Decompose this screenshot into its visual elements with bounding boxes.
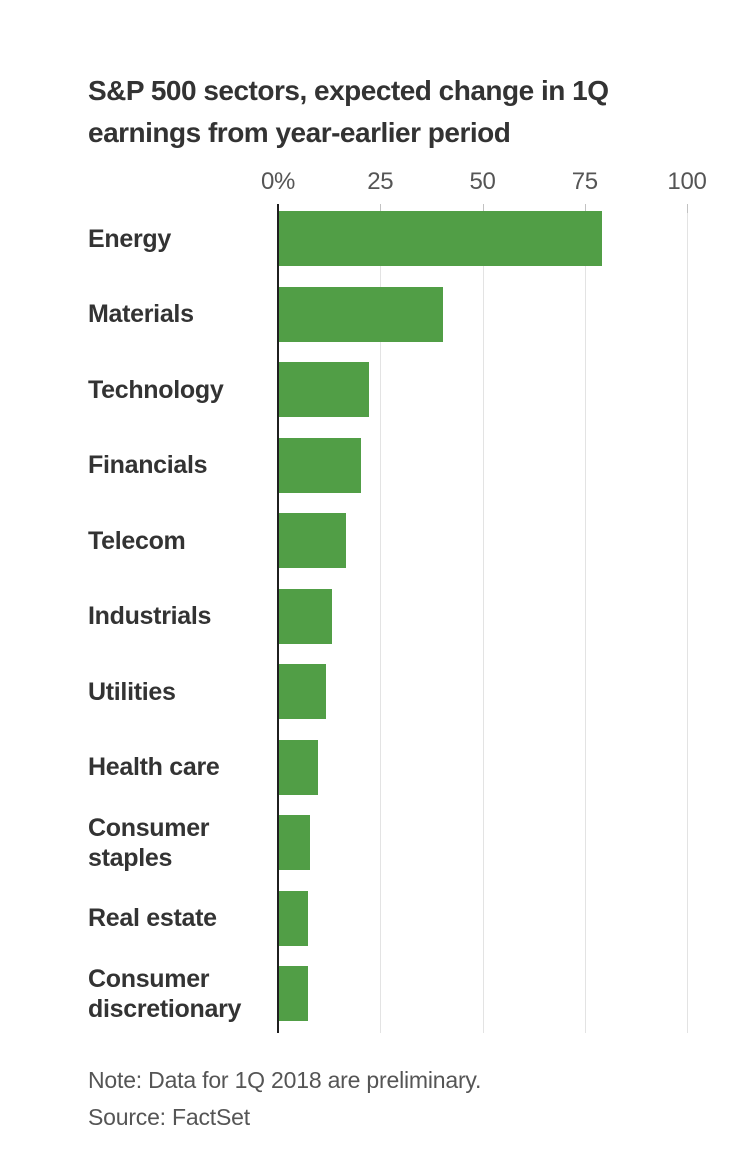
category-label: Industrials: [88, 602, 212, 630]
axis-tick: [584, 204, 586, 213]
chart-source: Source: FactSet: [88, 1104, 250, 1130]
axis-tick: [380, 204, 382, 213]
category-label: Utilities: [88, 677, 176, 706]
bar: [279, 815, 310, 870]
chart-note: Note: Data for 1Q 2018 are preliminary.: [88, 1067, 482, 1093]
category-label: Real estate: [88, 904, 217, 932]
x-tick-label: 50: [469, 168, 496, 195]
gridline: [380, 204, 382, 1033]
bar: [279, 664, 327, 719]
x-tick-label: 75: [571, 168, 598, 195]
bar: [279, 739, 318, 795]
category-label: Consumer discretionary: [88, 964, 242, 1023]
plot-area: [277, 204, 708, 1033]
category-labels: Energy Materials Technology Financials Telec…: [88, 204, 278, 1033]
bar: [279, 286, 443, 342]
gridline: [584, 204, 586, 1033]
chart-title: S&P 500 sectors, expected change in 1Q e…: [88, 75, 609, 148]
bar: [279, 513, 347, 568]
x-axis: 0% 25 50 75 100: [0, 168, 734, 198]
bar: [279, 890, 308, 946]
gridline: [687, 204, 688, 1033]
footer: Note: Data for 1Q 2018 are preliminary. …: [88, 1062, 688, 1136]
category-label: Health care: [88, 753, 220, 781]
gridline: [482, 204, 484, 1033]
axis-tick: [482, 204, 484, 213]
bar: [279, 362, 369, 417]
category-label: Energy: [88, 224, 171, 253]
bar: [279, 437, 361, 493]
category-label: Materials: [88, 300, 194, 328]
y-axis-line: [277, 204, 279, 1033]
axis-tick: [687, 204, 688, 213]
x-tick-label: 25: [367, 168, 394, 195]
x-tick-label: 100: [667, 168, 707, 195]
bar: [279, 211, 603, 266]
bar: [279, 966, 308, 1021]
category-label: Telecom: [88, 526, 186, 555]
bar: [279, 588, 333, 644]
category-label: Consumer staples: [88, 813, 210, 872]
category-label: Financials: [88, 451, 208, 479]
x-tick-label: 0%: [260, 168, 296, 195]
category-label: Technology: [88, 375, 224, 404]
